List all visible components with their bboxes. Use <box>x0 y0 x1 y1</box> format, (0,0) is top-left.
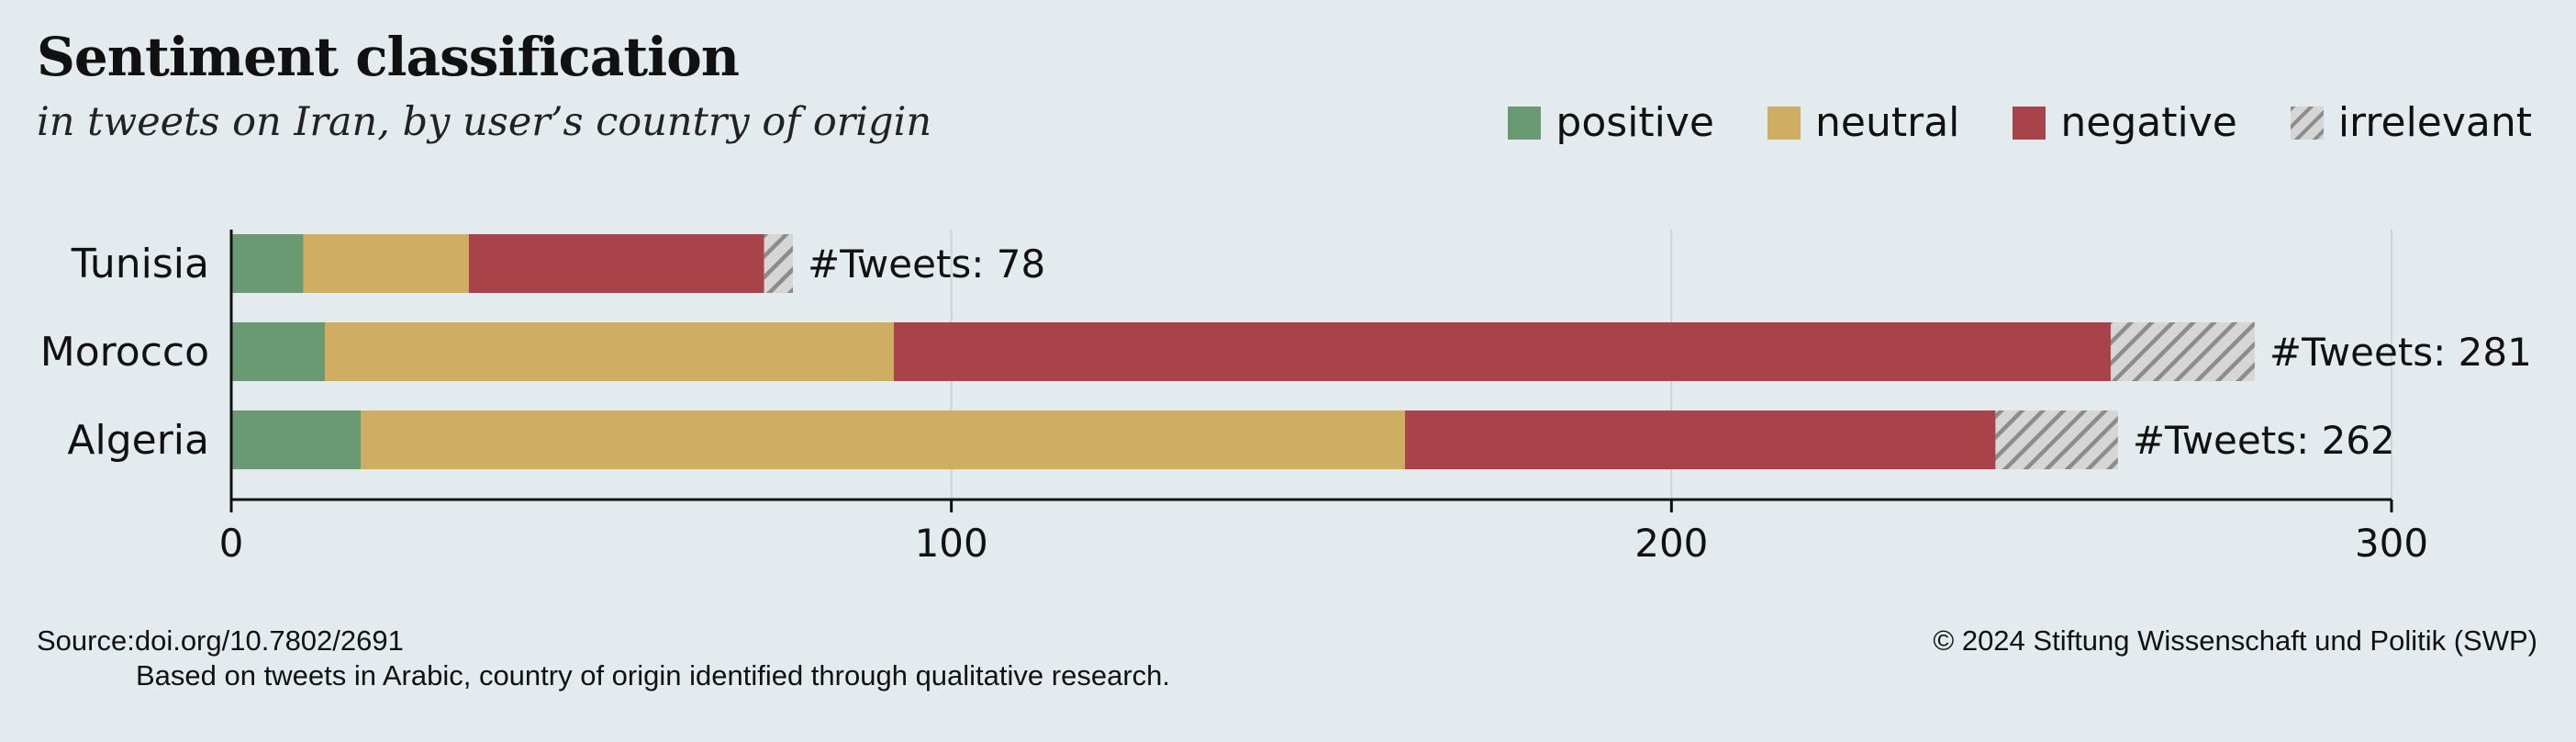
x-tick-label-300: 300 <box>2355 521 2428 566</box>
bar-tunisia-negative <box>468 234 764 293</box>
legend-item-irrelevant: irrelevant <box>2290 99 2532 146</box>
chart-title: Sentiment classification <box>37 26 740 88</box>
total-label-algeria: #Tweets: 262 <box>2133 418 2395 463</box>
chart-subtitle: in tweets on Iran, by user’s country of … <box>37 99 932 145</box>
bar-tunisia-neutral <box>303 234 469 293</box>
bar-morocco-irrelevant <box>2110 322 2255 381</box>
legend-label-irrelevant: irrelevant <box>2337 99 2532 146</box>
bar-morocco-negative <box>893 322 2111 381</box>
bar-algeria-negative <box>1405 410 1996 469</box>
legend-item-neutral: neutral <box>1768 99 1959 146</box>
bar-tunisia-irrelevant <box>764 234 794 293</box>
stacked-bar-chart: Tunisia #Tweets: 78 Morocco #Tweets: 281 Alg… <box>40 230 2532 566</box>
legend-label-neutral: neutral <box>1815 99 1960 146</box>
legend-item-negative: negative <box>2013 99 2237 146</box>
legend-item-positive: positive <box>1508 99 1714 146</box>
bar-tunisia-positive <box>231 234 304 293</box>
bar-algeria-neutral <box>361 410 1406 469</box>
legend-label-positive: positive <box>1556 99 1715 146</box>
legend-swatch-irrelevant <box>2290 106 2324 140</box>
legend-swatch-positive <box>1508 106 1542 140</box>
x-tick-label-200: 200 <box>1634 521 1708 566</box>
legend-swatch-negative <box>2013 106 2046 140</box>
category-label-morocco: Morocco <box>40 329 209 376</box>
bar-algeria-positive <box>231 410 362 469</box>
legend-swatch-neutral <box>1768 106 1801 140</box>
bar-algeria-irrelevant <box>1995 410 2118 469</box>
copyright-note: © 2024 Stiftung Wissenschaft und Politik… <box>1933 624 2537 657</box>
x-tick-label-100: 100 <box>915 521 988 566</box>
bar-morocco-positive <box>231 322 326 381</box>
category-label-algeria: Algeria <box>67 417 209 464</box>
bar-morocco-neutral <box>325 322 894 381</box>
x-tick-label-0: 0 <box>219 521 244 566</box>
total-label-tunisia: #Tweets: 78 <box>808 242 1045 287</box>
methodology-note: Based on tweets in Arabic, country of or… <box>136 659 1170 691</box>
category-label-tunisia: Tunisia <box>71 241 209 287</box>
source-note: Source:doi.org/10.7802/2691 <box>37 624 404 657</box>
legend: positive neutral negative irrelevant <box>1508 99 2532 146</box>
total-label-morocco: #Tweets: 281 <box>2269 330 2532 375</box>
legend-label-negative: negative <box>2060 99 2237 146</box>
